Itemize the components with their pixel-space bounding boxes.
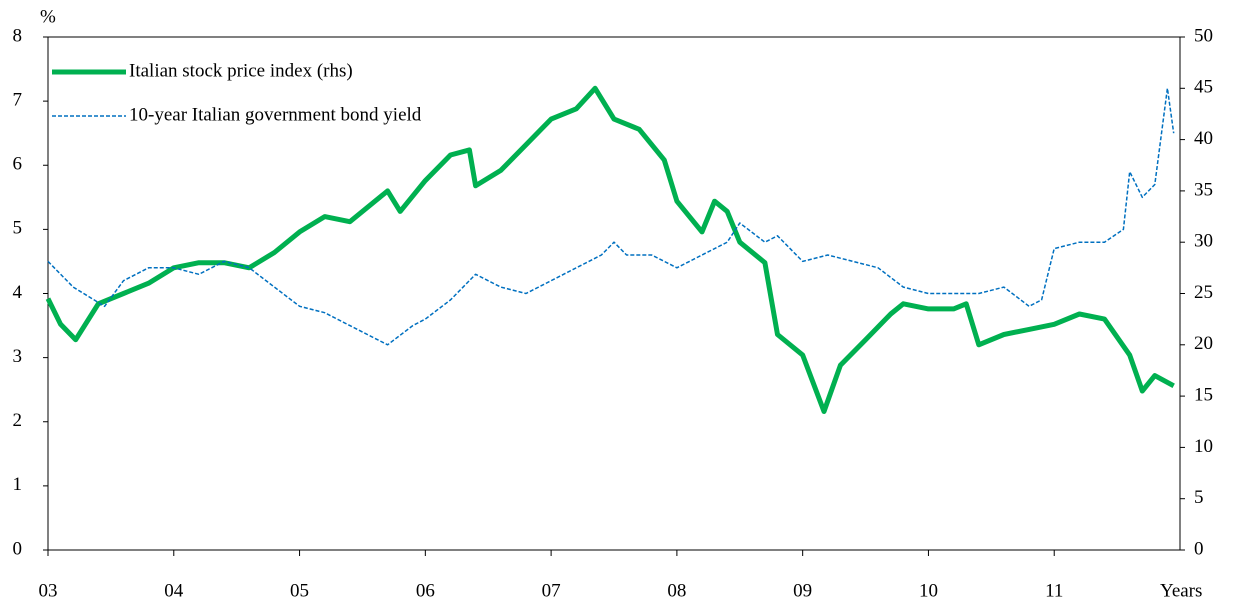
y-tick-label: 2 [13, 410, 23, 431]
y-tick-label: 8 [13, 25, 23, 46]
y2-tick-label: 45 [1194, 77, 1213, 98]
x-tick-label: 03 [39, 580, 58, 601]
x-axis-label: Years [1160, 580, 1202, 601]
y-tick-label: 5 [13, 218, 23, 239]
y-tick-label: 6 [13, 154, 23, 175]
x-tick-label: 08 [667, 580, 686, 601]
y-tick-label: 7 [13, 89, 23, 110]
y2-tick-label: 25 [1194, 282, 1213, 303]
y-axis-label: % [40, 6, 56, 27]
y2-tick-label: 30 [1194, 231, 1213, 252]
y2-tick-label: 10 [1194, 436, 1213, 457]
x-tick-label: 06 [416, 580, 435, 601]
y2-tick-label: 20 [1194, 333, 1213, 354]
y2-tick-label: 50 [1194, 25, 1213, 46]
y-tick-label: 1 [13, 474, 23, 495]
y2-tick-label: 0 [1194, 538, 1204, 559]
y2-tick-label: 15 [1194, 384, 1213, 405]
y2-tick-label: 40 [1194, 128, 1213, 149]
x-tick-label: 07 [542, 580, 561, 601]
y2-tick-label: 35 [1194, 179, 1213, 200]
data-line [47, 87, 1175, 346]
y-tick-label: 0 [13, 538, 23, 559]
y-tick-label: 4 [13, 282, 23, 303]
legend-label: 10-year Italian government bond yield [129, 104, 422, 125]
x-tick-label: 10 [919, 580, 938, 601]
x-tick-label: 05 [290, 580, 309, 601]
x-tick-label: 11 [1045, 580, 1063, 601]
data-line [45, 85, 1175, 414]
y-tick-label: 3 [13, 346, 23, 367]
y2-tick-label: 5 [1194, 487, 1204, 508]
x-tick-label: 04 [164, 580, 184, 601]
x-tick-label: 09 [793, 580, 812, 601]
legend-label: Italian stock price index (rhs) [129, 60, 353, 81]
